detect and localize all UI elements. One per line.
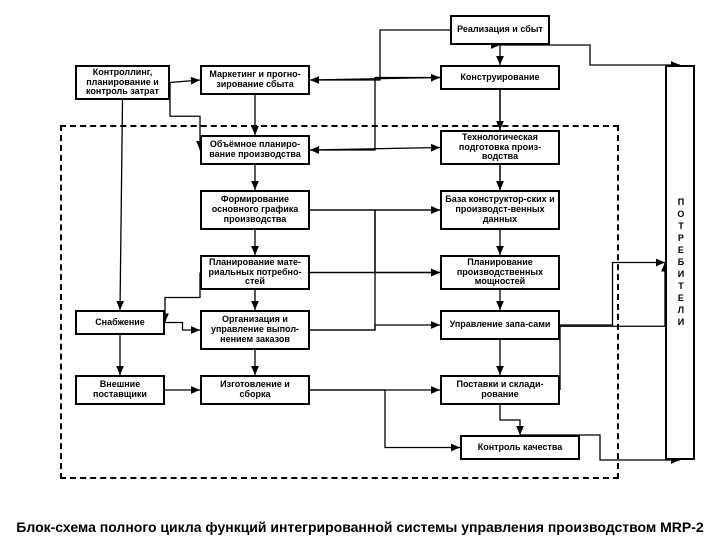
node-planmat: Планирование мате-риальных потребно-стей	[200, 255, 310, 290]
node-vneshpost: Внешние поставщики	[75, 375, 165, 405]
node-orgupr: Организация и управление выпол-нением за…	[200, 310, 310, 350]
node-konstruir: Конструирование	[440, 65, 560, 90]
node-potreb: ПОТРЕБИТЕЛИ	[665, 65, 695, 460]
node-obemnoe: Объёмное планиро-вание производства	[200, 135, 310, 165]
edge-marketing-konstruir	[310, 78, 440, 81]
node-tehpodg: Технологическая подготовка произ-водства	[440, 130, 560, 165]
node-uprzap: Управление запа-сами	[440, 310, 560, 340]
node-snabj: Снабжение	[75, 310, 165, 335]
node-bazadann: База конструктор-ских и производст-венны…	[440, 190, 560, 230]
caption: Блок-схема полного цикла функций интегри…	[0, 519, 720, 535]
dashed-boundary	[60, 125, 619, 479]
node-formgraf: Формирование основного графика производс…	[200, 190, 310, 230]
edge-realiz-marketing	[310, 30, 450, 80]
node-planmosh: Планирование производственных мощностей	[440, 255, 560, 290]
node-postavki: Поставки и склади-рование	[440, 375, 560, 405]
edge-kontrolling-marketing	[170, 80, 200, 83]
edge-realiz-potreb	[500, 45, 680, 65]
node-marketing: Маркетинг и прогно-зирование сбыта	[200, 65, 310, 95]
node-realiz: Реализация и сбыт	[450, 15, 550, 45]
node-kontrkach: Контроль качества	[460, 435, 580, 460]
node-izgotov: Изготовление и сборка	[200, 375, 310, 405]
node-kontrolling: Контроллинг, планирование и контроль зат…	[75, 65, 170, 100]
flowchart: Реализация и сбыт Контроллинг, планирован…	[10, 10, 710, 490]
